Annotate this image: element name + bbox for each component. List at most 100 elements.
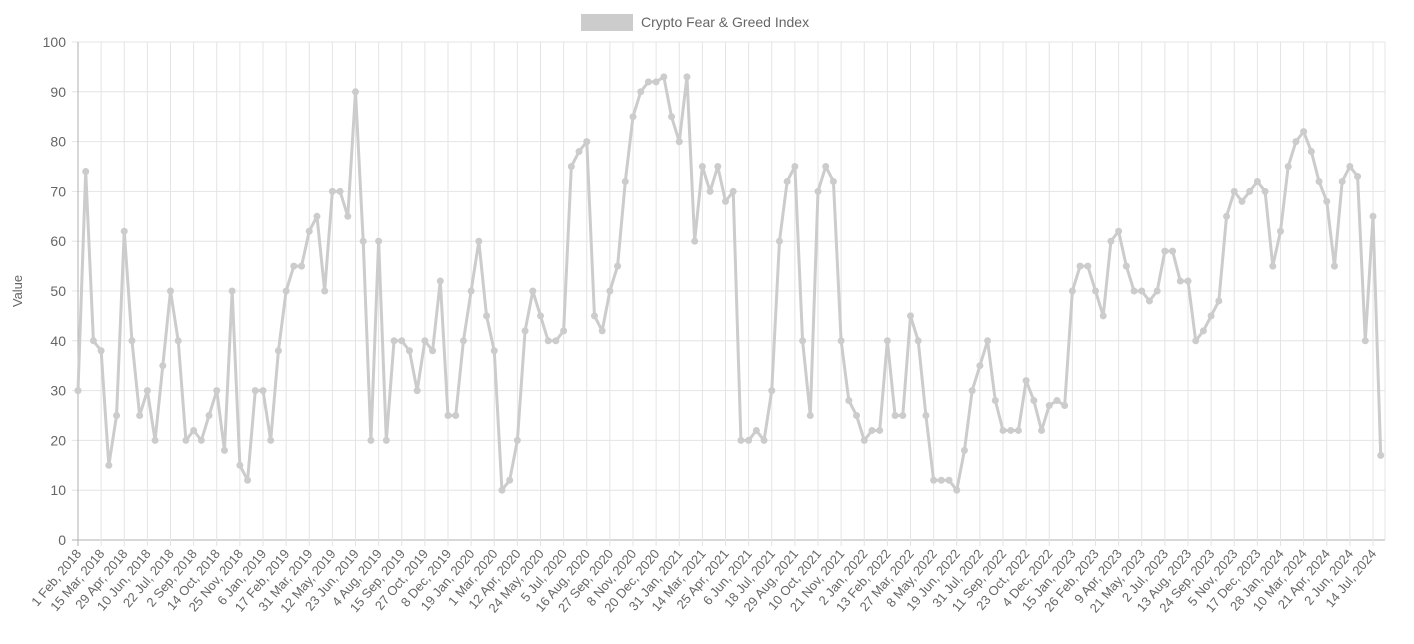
data-point (452, 412, 460, 419)
data-point (760, 436, 768, 444)
data-point (1176, 277, 1184, 285)
data-point (506, 476, 514, 484)
data-point (1230, 187, 1238, 195)
data-point (899, 412, 907, 419)
data-point (691, 237, 699, 245)
data-point (1300, 128, 1308, 136)
data-point (922, 412, 930, 419)
data-point (398, 337, 406, 345)
data-point (1223, 212, 1231, 220)
data-point (344, 212, 352, 220)
data-point (521, 327, 529, 335)
legend-swatch[interactable] (581, 14, 633, 31)
data-point (1076, 262, 1084, 270)
y-tick-label: 0 (58, 532, 66, 548)
data-point (1215, 297, 1223, 305)
data-point (97, 347, 105, 355)
data-point (775, 237, 783, 245)
data-point (444, 412, 452, 419)
data-point (483, 312, 491, 320)
data-point (614, 262, 622, 270)
data-point (1323, 197, 1331, 205)
data-point (791, 163, 799, 170)
data-point (1169, 247, 1177, 255)
data-point (891, 412, 899, 419)
data-point (128, 337, 136, 345)
data-point (174, 337, 182, 345)
data-point (1199, 327, 1207, 335)
data-point (606, 287, 614, 295)
data-point (991, 397, 999, 405)
data-point (513, 436, 521, 444)
data-point (914, 337, 922, 345)
data-point (1007, 426, 1015, 434)
y-axis-label: Value (10, 275, 25, 307)
data-point (660, 73, 668, 81)
data-point (1030, 397, 1038, 405)
data-point (313, 212, 321, 220)
data-point (321, 287, 329, 295)
data-point (274, 347, 282, 355)
data-point (1354, 172, 1362, 180)
y-tick-label: 70 (50, 183, 66, 199)
data-point (853, 412, 861, 419)
data-point (652, 78, 660, 86)
data-point (714, 163, 722, 170)
data-point (1092, 287, 1099, 295)
data-point (722, 197, 729, 205)
legend[interactable]: Crypto Fear & Greed Index (581, 14, 809, 31)
data-point (768, 387, 776, 395)
data-point (1061, 402, 1069, 410)
data-point (159, 362, 167, 370)
data-point (1145, 297, 1153, 305)
data-point (729, 187, 737, 195)
data-point (876, 426, 884, 434)
data-point (82, 167, 90, 175)
data-point (698, 163, 706, 170)
data-point (1315, 177, 1323, 185)
data-point (1269, 262, 1277, 270)
data-point (498, 486, 506, 494)
data-point (814, 187, 822, 195)
data-point (1014, 426, 1022, 434)
data-point (459, 337, 467, 345)
data-point (575, 148, 583, 156)
data-point (205, 412, 213, 419)
data-point (490, 347, 498, 355)
data-point (1115, 227, 1123, 235)
data-point (436, 277, 444, 285)
data-point (984, 337, 992, 345)
data-point (868, 426, 876, 434)
data-point (267, 436, 275, 444)
data-point (1099, 312, 1107, 320)
data-point (167, 287, 174, 295)
data-point (298, 262, 306, 270)
data-point (1068, 287, 1076, 295)
y-tick-label: 40 (50, 333, 66, 349)
data-point (598, 327, 606, 335)
legend-label[interactable]: Crypto Fear & Greed Index (641, 14, 809, 30)
data-point (220, 446, 228, 454)
data-point (737, 436, 745, 444)
y-tick-label: 10 (50, 482, 66, 498)
data-point (537, 312, 544, 320)
data-point (136, 412, 144, 419)
data-point (259, 387, 267, 395)
data-point (637, 88, 645, 96)
data-point (1253, 177, 1261, 185)
data-point (367, 436, 375, 444)
data-point (390, 337, 398, 345)
data-point (74, 387, 82, 395)
data-point (644, 78, 652, 86)
data-point (860, 436, 868, 444)
y-tick-label: 90 (50, 84, 66, 100)
data-point (105, 461, 113, 469)
data-point (529, 287, 537, 295)
data-point (236, 461, 244, 469)
data-point (421, 337, 429, 345)
data-point (89, 337, 97, 345)
y-tick-label: 30 (50, 383, 66, 399)
data-point (621, 177, 629, 185)
data-point (182, 436, 190, 444)
